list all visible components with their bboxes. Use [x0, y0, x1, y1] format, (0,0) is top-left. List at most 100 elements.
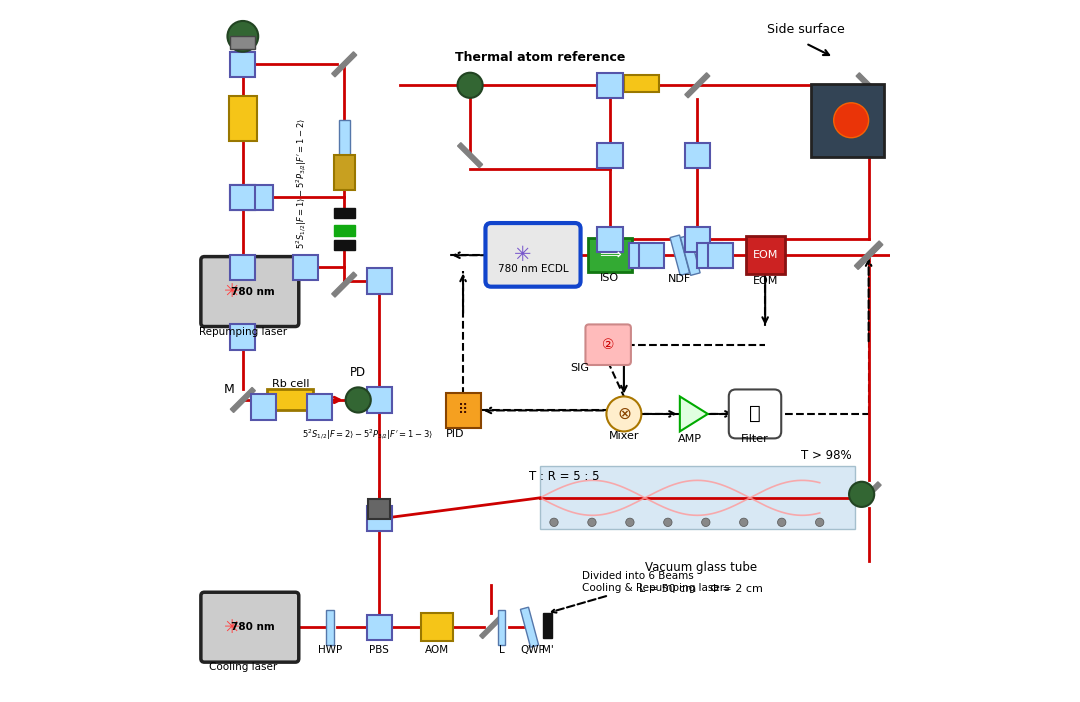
Text: ⠿: ⠿ — [458, 404, 468, 418]
Bar — [252, 395, 276, 420]
Text: ⊗: ⊗ — [617, 405, 631, 423]
Text: Mixer: Mixer — [609, 432, 639, 442]
Text: AOM: AOM — [426, 644, 449, 655]
Bar — [597, 143, 622, 168]
FancyBboxPatch shape — [588, 238, 632, 272]
Bar — [334, 208, 354, 218]
Text: Thermal atom reference: Thermal atom reference — [455, 51, 625, 64]
Text: 780 nm: 780 nm — [231, 286, 275, 296]
Bar — [293, 255, 319, 279]
Bar — [367, 269, 392, 293]
Text: SIG: SIG — [570, 363, 589, 373]
Bar — [230, 52, 255, 77]
Bar — [332, 272, 356, 297]
Text: 780 nm ECDL: 780 nm ECDL — [498, 263, 568, 274]
Text: ⟹: ⟹ — [599, 247, 621, 262]
FancyBboxPatch shape — [201, 257, 299, 326]
Circle shape — [458, 73, 483, 98]
Bar — [498, 610, 505, 644]
Text: Cooling laser: Cooling laser — [208, 662, 276, 672]
Bar — [334, 155, 354, 190]
Bar — [326, 610, 335, 644]
Bar — [247, 185, 273, 210]
Bar — [746, 237, 785, 274]
FancyBboxPatch shape — [811, 84, 885, 157]
Bar — [685, 143, 710, 168]
Bar — [680, 235, 700, 275]
Bar — [854, 241, 882, 270]
Text: 780 nm: 780 nm — [231, 622, 275, 633]
Bar — [230, 185, 255, 210]
Bar — [230, 37, 255, 49]
Bar — [334, 225, 354, 236]
Bar — [540, 466, 854, 529]
Bar — [856, 482, 881, 507]
Bar — [366, 268, 392, 293]
Bar — [421, 614, 453, 641]
Text: ✳: ✳ — [225, 282, 241, 301]
Bar — [339, 120, 350, 162]
Bar — [707, 243, 733, 267]
Text: Divided into 6 Beams
Cooling & Repumping lasers: Divided into 6 Beams Cooling & Repumping… — [552, 571, 730, 613]
Bar — [639, 243, 664, 267]
Text: ⌒: ⌒ — [748, 404, 760, 423]
Bar — [685, 227, 710, 252]
Bar — [597, 227, 622, 252]
Text: AMP: AMP — [678, 434, 702, 444]
Circle shape — [625, 518, 634, 526]
Text: $5^2S_{1/2}|F=2\rangle-5^2P_{3/2}|F^{\prime}=1-3\rangle$: $5^2S_{1/2}|F=2\rangle-5^2P_{3/2}|F^{\pr… — [302, 428, 433, 442]
Bar — [697, 243, 721, 267]
Bar — [367, 388, 392, 413]
Text: ✳: ✳ — [225, 618, 241, 637]
Text: HWP: HWP — [319, 644, 342, 655]
Text: $5^2S_{1/2}|F=1\rangle-5^2P_{3/2}|F^{\prime}=1-2\rangle$: $5^2S_{1/2}|F=1\rangle-5^2P_{3/2}|F^{\pr… — [295, 118, 309, 249]
Bar — [334, 240, 354, 251]
Circle shape — [849, 482, 874, 507]
Text: T > 98%: T > 98% — [801, 449, 852, 463]
Bar — [629, 243, 654, 267]
Bar — [458, 143, 483, 168]
Bar — [543, 614, 552, 637]
FancyBboxPatch shape — [729, 390, 781, 439]
Bar — [366, 615, 392, 640]
Bar — [856, 243, 881, 267]
Text: ②: ② — [602, 338, 615, 352]
Bar — [368, 499, 390, 519]
Circle shape — [346, 388, 370, 413]
Bar — [332, 52, 356, 77]
Circle shape — [702, 518, 710, 526]
Text: NDF: NDF — [669, 274, 691, 284]
Bar — [230, 388, 255, 413]
Text: Repumping laser: Repumping laser — [199, 326, 287, 336]
Text: Side surface: Side surface — [767, 23, 845, 36]
Bar — [446, 393, 481, 428]
Circle shape — [778, 518, 786, 526]
Circle shape — [228, 21, 258, 52]
Bar — [366, 388, 392, 413]
FancyBboxPatch shape — [585, 324, 631, 365]
Bar — [480, 616, 502, 639]
Text: PBS: PBS — [369, 644, 389, 655]
Text: QWP: QWP — [521, 644, 545, 655]
Text: ✳: ✳ — [514, 244, 531, 265]
Text: ISO: ISO — [600, 272, 620, 283]
Text: Vacuum glass tube: Vacuum glass tube — [645, 562, 757, 574]
Circle shape — [740, 518, 748, 526]
Bar — [230, 255, 255, 279]
Polygon shape — [679, 397, 707, 432]
Circle shape — [834, 102, 868, 138]
Bar — [685, 73, 710, 98]
Circle shape — [588, 518, 596, 526]
Bar — [268, 390, 313, 411]
Bar — [307, 395, 333, 420]
Bar — [597, 73, 622, 98]
Text: T : R = 5 : 5: T : R = 5 : 5 — [529, 470, 599, 484]
Text: M: M — [224, 383, 234, 396]
Text: L = 50 cm    Φ = 2 cm: L = 50 cm Φ = 2 cm — [639, 584, 762, 594]
Circle shape — [664, 518, 672, 526]
Bar — [366, 506, 392, 531]
FancyBboxPatch shape — [486, 223, 581, 286]
Bar — [230, 185, 255, 210]
Bar — [229, 95, 257, 141]
Bar — [670, 235, 690, 275]
